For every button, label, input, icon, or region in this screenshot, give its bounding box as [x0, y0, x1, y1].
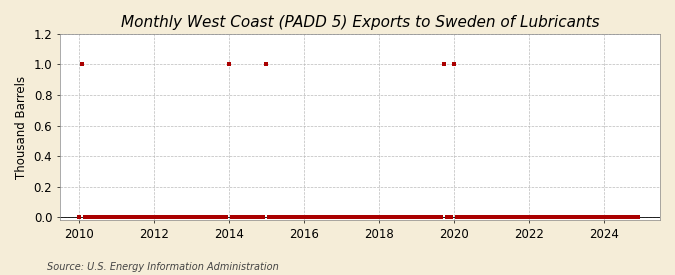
Y-axis label: Thousand Barrels: Thousand Barrels: [15, 75, 28, 178]
Text: Source: U.S. Energy Information Administration: Source: U.S. Energy Information Administ…: [47, 262, 279, 272]
Title: Monthly West Coast (PADD 5) Exports to Sweden of Lubricants: Monthly West Coast (PADD 5) Exports to S…: [121, 15, 599, 30]
